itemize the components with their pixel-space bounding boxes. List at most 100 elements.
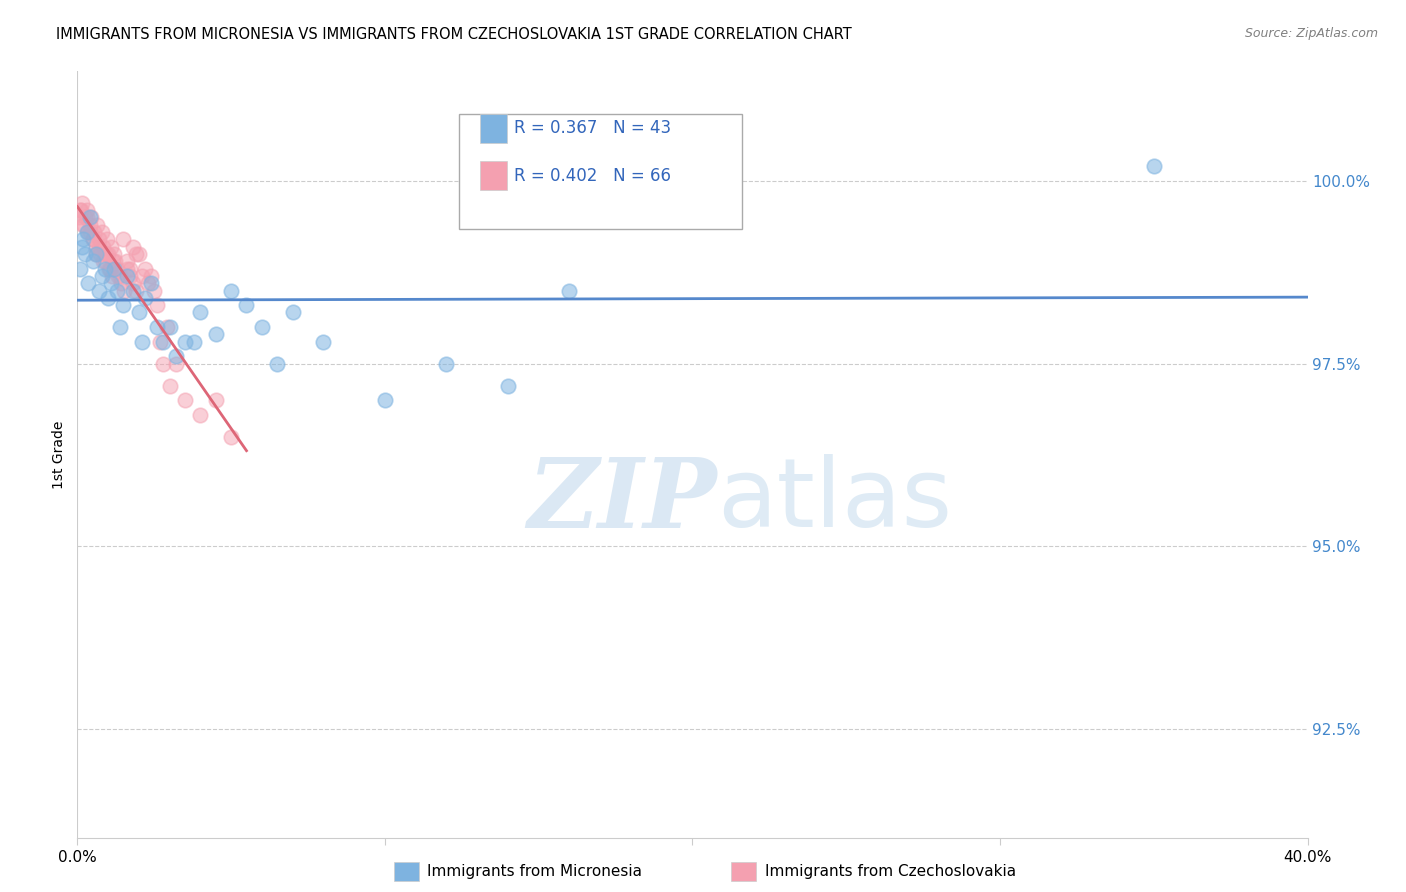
Bar (479, 161, 506, 190)
Point (146, 320, 169, 334)
Point (118, 261, 141, 276)
Point (79, 218, 101, 232)
Point (77, 277, 100, 291)
Point (93, 240, 115, 254)
Point (1143, 159, 1166, 173)
Point (134, 291, 156, 305)
Text: R = 0.367   N = 43: R = 0.367 N = 43 (515, 120, 671, 137)
Point (100, 277, 122, 291)
Point (82, 232, 104, 246)
Point (159, 378, 181, 392)
Point (136, 277, 159, 291)
Text: IMMIGRANTS FROM MICRONESIA VS IMMIGRANTS FROM CZECHOSLOVAKIA 1ST GRADE CORRELATI: IMMIGRANTS FROM MICRONESIA VS IMMIGRANTS… (56, 27, 852, 42)
Point (90, 225, 114, 239)
Point (188, 408, 212, 422)
Point (97, 247, 120, 261)
Point (90, 268, 114, 283)
Point (89, 240, 111, 254)
Point (159, 320, 181, 334)
Point (204, 327, 226, 342)
Point (94, 254, 117, 268)
Point (496, 378, 519, 392)
Point (115, 254, 138, 268)
Point (100, 240, 122, 254)
Point (558, 284, 581, 298)
Point (204, 393, 226, 408)
Point (110, 320, 132, 334)
Point (73, 211, 96, 225)
Point (115, 261, 138, 276)
Point (96, 232, 118, 246)
Point (73, 247, 96, 261)
Point (120, 268, 142, 283)
Point (121, 240, 143, 254)
Point (121, 284, 143, 298)
Point (86, 218, 108, 232)
Point (122, 277, 145, 291)
Point (105, 261, 128, 276)
Point (89, 247, 111, 261)
Point (436, 357, 458, 371)
Point (152, 334, 174, 349)
Point (174, 334, 197, 349)
Point (183, 334, 205, 349)
Point (125, 247, 148, 261)
Point (312, 334, 335, 349)
Point (188, 305, 212, 319)
Point (94, 261, 117, 276)
Point (73, 218, 96, 232)
Point (103, 261, 125, 276)
Point (165, 357, 187, 371)
Point (141, 268, 163, 283)
Point (110, 268, 132, 283)
Text: Immigrants from Micronesia: Immigrants from Micronesia (427, 864, 643, 879)
Point (128, 305, 150, 319)
Point (141, 277, 163, 291)
Point (219, 284, 242, 298)
Point (101, 254, 124, 268)
Point (97, 261, 120, 276)
Point (146, 298, 169, 312)
Point (87, 232, 110, 246)
Point (104, 254, 127, 268)
Point (107, 268, 129, 283)
Point (84, 247, 107, 261)
Point (101, 268, 124, 283)
Point (143, 284, 166, 298)
Point (266, 357, 288, 371)
Point (98, 261, 121, 276)
Point (112, 232, 135, 246)
Point (165, 349, 187, 363)
Y-axis label: 1st Grade: 1st Grade (52, 421, 66, 489)
Point (69, 261, 91, 276)
Point (80, 211, 103, 225)
Point (77, 225, 100, 239)
Text: R = 0.402   N = 66: R = 0.402 N = 66 (515, 167, 671, 185)
Point (115, 268, 138, 283)
Point (131, 268, 153, 283)
Text: atlas: atlas (717, 454, 952, 548)
Point (86, 247, 108, 261)
Point (91, 254, 114, 268)
Point (281, 305, 304, 319)
Point (174, 393, 197, 408)
Bar (479, 113, 506, 143)
Text: Immigrants from Czechoslovakia: Immigrants from Czechoslovakia (765, 864, 1017, 879)
Point (79, 211, 101, 225)
Point (70, 195, 93, 210)
Point (79, 225, 101, 239)
Point (67, 211, 90, 225)
Point (82, 254, 104, 268)
Point (70, 203, 93, 218)
Point (69, 203, 91, 218)
Point (72, 218, 94, 232)
Point (125, 284, 148, 298)
Point (76, 211, 98, 225)
Point (76, 203, 98, 218)
FancyBboxPatch shape (458, 113, 742, 228)
Point (110, 277, 132, 291)
Point (152, 357, 174, 371)
Point (374, 393, 396, 408)
Point (112, 284, 135, 298)
Point (72, 232, 94, 246)
